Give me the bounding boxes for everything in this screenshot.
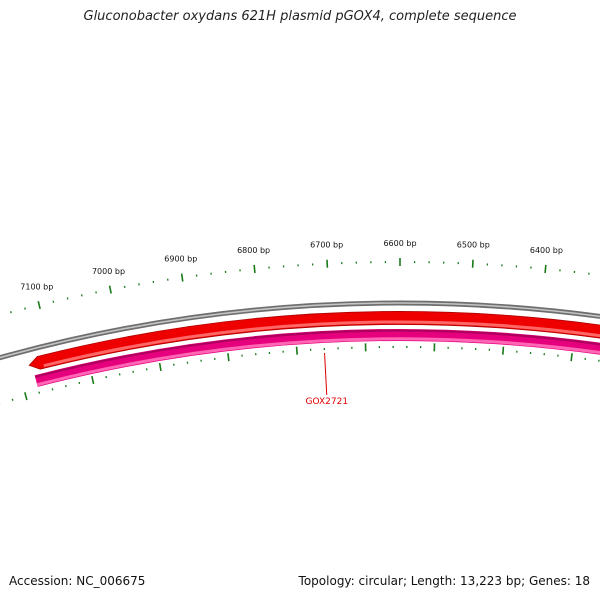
- ruler-label: 6800 bp: [237, 246, 270, 255]
- gene-label-group: GOX2721: [306, 352, 349, 407]
- outer-tick: [10, 311, 12, 314]
- inner-tick: [24, 392, 28, 401]
- gene-reverse-shade: [36, 337, 600, 387]
- ruler-label: 7000 bp: [92, 267, 125, 276]
- outer-tick: [180, 273, 184, 282]
- inner-tick: [502, 346, 505, 355]
- ruler-label: 7100 bp: [20, 282, 53, 291]
- outer-tick: [253, 264, 256, 273]
- inner-tick: [158, 362, 162, 372]
- backbone-highlight: [0, 302, 600, 359]
- inner-ruler: [0, 343, 600, 405]
- inner-tick: [295, 346, 298, 355]
- ruler-label: 6400 bp: [530, 246, 563, 255]
- inner-tick: [570, 353, 573, 362]
- gene-label-leader: [324, 352, 328, 395]
- outer-tick: [108, 285, 112, 294]
- outer-ruler: [10, 258, 590, 314]
- topology-info: Topology: circular; Length: 13,223 bp; G…: [298, 574, 590, 588]
- plasmid-backbone: [0, 300, 600, 361]
- ruler-label: 6900 bp: [164, 255, 197, 264]
- gene-label[interactable]: GOX2721: [306, 397, 349, 407]
- outer-tick: [37, 300, 41, 310]
- gene-reverse[interactable]: [34, 329, 600, 439]
- gene-reverse-edge: [34, 329, 600, 378]
- ruler-label: 6600 bp: [383, 239, 416, 248]
- ruler-label: 6700 bp: [310, 241, 343, 250]
- outer-tick: [544, 264, 547, 273]
- inner-tick: [11, 398, 14, 401]
- inner-tick: [91, 375, 95, 385]
- map-title: Gluconobacter oxydans 621H plasmid pGOX4…: [83, 9, 517, 24]
- accession-info: Accession: NC_006675: [9, 574, 146, 588]
- ruler-label: 6500 bp: [457, 241, 490, 250]
- gene-track: [28, 311, 600, 439]
- gene-forward-shade: [43, 320, 600, 368]
- inner-tick: [227, 353, 230, 362]
